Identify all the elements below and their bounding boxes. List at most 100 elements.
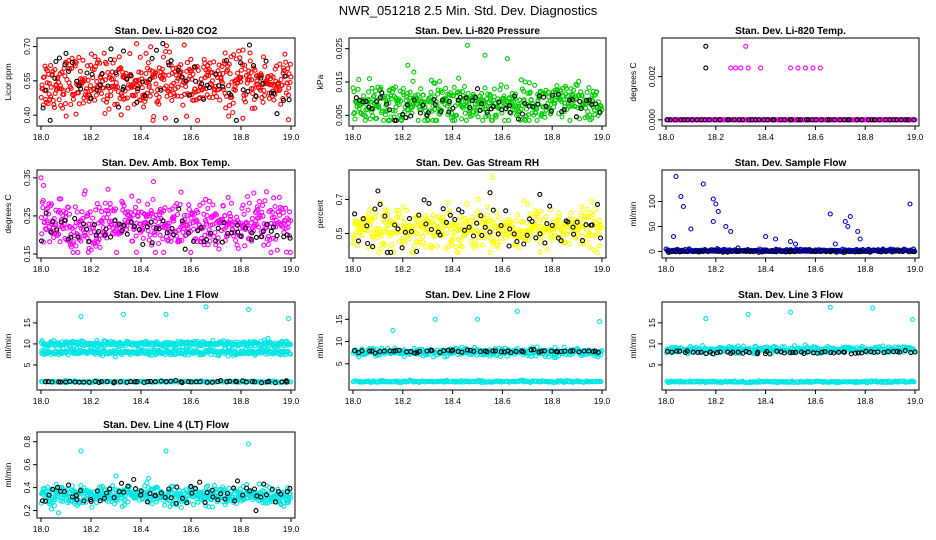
- point-all: [170, 80, 176, 86]
- outlier-point: [474, 86, 481, 92]
- point-hourly: [62, 217, 68, 223]
- point-all: [579, 92, 585, 98]
- point-all: [268, 220, 274, 226]
- x-tick-label: 18.4: [133, 264, 150, 274]
- point-all: [263, 189, 269, 195]
- point-all: [225, 194, 231, 200]
- point-hourly: [246, 42, 253, 48]
- point-hourly: [268, 90, 274, 96]
- point-all: [160, 236, 166, 242]
- point-hourly: [477, 107, 483, 113]
- point-all: [249, 105, 255, 112]
- point-hourly: [472, 94, 479, 100]
- y-tick-label: 5: [334, 361, 344, 366]
- point-hourly: [400, 111, 406, 117]
- point-all: [232, 229, 238, 235]
- point-all: [277, 212, 283, 218]
- point-hourly: [578, 105, 584, 111]
- point-all: [598, 104, 604, 110]
- point-hourly: [253, 234, 259, 240]
- point-all: [76, 101, 82, 107]
- point-all: [516, 245, 522, 251]
- point-all: [462, 110, 468, 116]
- point-hourly: [569, 97, 575, 103]
- point-all: [453, 244, 459, 250]
- point-all: [560, 93, 566, 100]
- point-all: [194, 117, 201, 123]
- point-hourly: [478, 101, 485, 107]
- point-all: [40, 198, 46, 204]
- point-hourly: [894, 117, 900, 123]
- point-all: [405, 90, 411, 96]
- outlier-point: [728, 228, 734, 235]
- outlier-point: [710, 218, 716, 225]
- point-all: [186, 206, 192, 213]
- point-all: [107, 72, 113, 78]
- point-hourly: [549, 92, 556, 98]
- point-all: [242, 66, 248, 72]
- point-all: [248, 69, 254, 76]
- point-all: [72, 204, 78, 210]
- point-all: [59, 105, 66, 111]
- data-points: [350, 308, 605, 386]
- y-tick-label: 0.25: [22, 207, 32, 224]
- outlier-point: [38, 175, 44, 181]
- point-hourly: [156, 226, 162, 232]
- point-hourly: [113, 70, 119, 76]
- point-hourly: [496, 99, 502, 105]
- point-all: [252, 67, 258, 73]
- point-all: [285, 92, 292, 98]
- point-hourly: [506, 102, 512, 109]
- point-all: [139, 76, 145, 82]
- point-all: [284, 80, 290, 86]
- x-tick-label: 18.4: [757, 132, 774, 142]
- point-hourly: [813, 117, 819, 123]
- point-all: [554, 83, 560, 89]
- point-all: [475, 197, 481, 203]
- point-hourly: [62, 61, 68, 68]
- x-tick-label: 18.2: [708, 396, 725, 406]
- point-hourly: [75, 234, 81, 240]
- outlier-point: [203, 304, 209, 310]
- point-all: [493, 114, 499, 120]
- point-all: [587, 244, 593, 250]
- point-all: [501, 93, 507, 99]
- point-all: [173, 233, 179, 239]
- point-all: [399, 117, 405, 123]
- point-hourly: [911, 117, 917, 123]
- point-all: [103, 99, 110, 105]
- outlier-point: [738, 65, 744, 71]
- point-all: [124, 95, 130, 101]
- x-tick-label: 19.0: [283, 132, 300, 142]
- point-all: [101, 50, 107, 56]
- point-all: [93, 207, 99, 213]
- point-all: [98, 90, 104, 96]
- point-all: [101, 215, 107, 221]
- point-all: [148, 44, 154, 50]
- point-all: [78, 238, 84, 244]
- outlier-point: [792, 241, 799, 247]
- point-all: [156, 101, 162, 107]
- point-all: [183, 83, 189, 90]
- point-hourly: [144, 224, 150, 230]
- point-all: [178, 62, 184, 68]
- outlier-point: [703, 43, 709, 49]
- point-all: [432, 94, 438, 100]
- point-all: [235, 245, 241, 252]
- point-all: [152, 249, 158, 255]
- point-all: [102, 110, 108, 117]
- point-all: [88, 247, 94, 253]
- point-all: [127, 51, 133, 57]
- x-tick-label: 18.4: [444, 396, 461, 406]
- point-all: [571, 87, 577, 93]
- point-all: [355, 86, 361, 92]
- point-all: [145, 228, 151, 234]
- point-all: [494, 235, 500, 242]
- outlier-point: [375, 188, 381, 194]
- point-all: [145, 201, 151, 207]
- point-all: [114, 249, 120, 255]
- point-hourly: [417, 110, 423, 116]
- point-all: [70, 96, 76, 102]
- point-all: [487, 249, 493, 255]
- point-hourly: [119, 228, 125, 234]
